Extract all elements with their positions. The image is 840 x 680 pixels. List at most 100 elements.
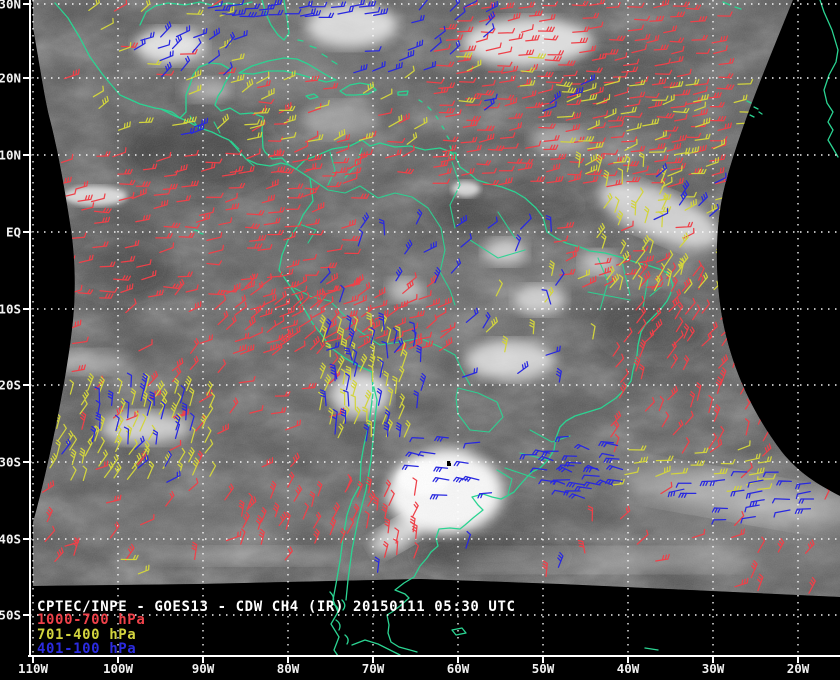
lat-label: EQ [6,225,21,240]
lat-label: 30S [0,455,21,470]
sensor-noise [33,0,840,597]
wind-barbs [401,435,623,500]
wind-barb-field-low [238,476,419,559]
wind-barbs [484,74,596,112]
graticule [30,0,840,656]
wind-barbs [225,75,455,175]
coast-falklands [451,627,659,651]
coast-galapagos [193,229,204,235]
wind-barbs [319,312,427,442]
wind-barb-field-mid [485,260,596,353]
satellite-image-layer [33,0,840,597]
wind-barb-field-high [411,0,498,55]
wind-barb-field-high [180,117,209,136]
lat-label: 10S [0,302,21,317]
wind-barb-field-high [207,0,389,19]
wind-barbs [247,65,428,145]
border-andes [345,379,378,601]
lon-label: 30W [702,661,725,676]
wind-barbs [180,117,209,136]
wind-barb-field-high [90,372,195,445]
wind-barb-field-high [133,21,248,78]
wind-barb-field-mid [575,151,669,239]
lat-label: 40S [0,532,21,547]
wind-barbs [353,39,437,74]
lon-label: 60W [447,661,470,676]
wind-barb-field-high [667,470,812,500]
coast-florida [261,0,290,41]
wind-barbs [346,474,594,578]
wind-barb-field-high [319,312,427,442]
wind-barb-field-low [750,536,816,594]
wind-barbs [411,0,498,55]
lon-label: 70W [362,661,385,676]
wind-barb-field-mid [247,65,428,145]
wind-barb-field-mid [88,0,260,131]
wind-barbs [455,52,573,103]
legend-item-high: 401-100 hPa [37,641,137,657]
wind-barbs [207,0,389,19]
wind-barb-field-mid [120,554,150,575]
legend-item-mid: 701-400 hPa [37,626,137,643]
wind-barbs [750,536,816,594]
wind-barbs [238,476,419,559]
wind-barb-field-low [54,147,370,296]
lon-label: 50W [532,661,555,676]
wind-barb-field-mid [455,52,573,103]
wind-barbs [485,260,596,353]
wind-barb-field-high [61,435,181,483]
map-title: CPTEC/INPE - GOES13 - CDW CH4 (IR) 20150… [37,599,516,615]
wind-barb-field-mid [585,138,726,177]
coast-fjords [329,591,401,656]
wind-barbs [133,21,248,78]
coast-bahamas [297,39,338,65]
wind-barbs [61,435,181,483]
wind-barbs [374,530,564,573]
axis-bottom-line [28,655,840,657]
wind-barb-field-high [320,209,565,383]
coast-central-america [54,2,297,170]
coast-jamaica [305,93,319,100]
wind-barbs [54,147,370,296]
wind-barbs [538,442,624,499]
wind-barbs [585,138,726,177]
wind-barb-field-high [401,435,623,500]
lat-label: 20S [0,378,21,393]
wind-barbs [318,311,411,439]
wind-barbs [667,470,812,500]
lat-label: 20N [0,71,21,86]
wind-barb-field-high [538,442,624,499]
wind-barbs [610,440,776,492]
coast-puerto-rico [397,90,409,96]
wind-barb-field-high [353,39,437,74]
lon-label: 100W [103,661,134,676]
wind-barb-field-mid [318,311,411,439]
coast-antilles [418,99,452,150]
lon-label: 20W [787,661,810,676]
axis-left-line [29,0,31,657]
wind-barb-field-high [484,74,596,112]
coast-south-america-east [295,139,674,653]
lon-label: 90W [192,661,215,676]
coast-cape-verde [722,1,763,118]
lon-label: 80W [277,661,300,676]
wind-barbs [575,151,669,239]
wind-barbs [120,554,150,575]
coast-yucatan [160,62,290,166]
wind-barb-field-mid [610,440,776,492]
pressure-level-legend: 1000-700 hPa 701-400 hPa 401-100 hPa [37,613,145,657]
lat-label: 50S [0,608,21,623]
wind-barb-field-high [711,498,815,525]
axis-layer: 110W 100W 90W 80W 70W 60W 50W 40W 30W 20W 30N 20N 10… [0,0,810,676]
lon-label: 110W [18,661,49,676]
storm-marker-dot [447,461,451,466]
coast-africa [819,0,839,158]
coast-hispaniola [339,82,377,96]
wind-barb-field-high [374,530,564,573]
wind-barbs [711,498,815,525]
lat-label: 30N [0,0,21,12]
wind-barb-field-low [346,474,594,578]
wind-barbs [90,372,195,445]
